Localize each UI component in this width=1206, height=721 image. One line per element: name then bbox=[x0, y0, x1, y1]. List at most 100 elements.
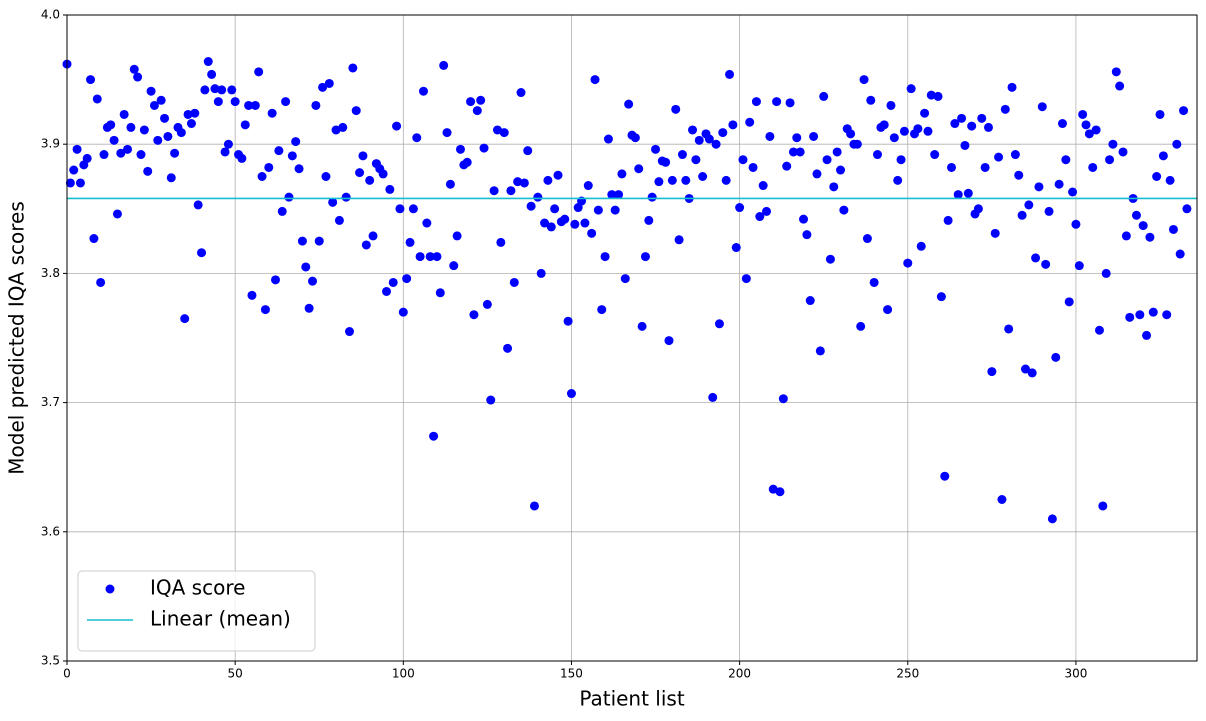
scatter-point bbox=[345, 327, 354, 337]
scatter-point bbox=[681, 175, 691, 185]
scatter-point bbox=[718, 128, 728, 138]
scatter-point bbox=[1064, 297, 1074, 307]
scatter-point bbox=[75, 178, 85, 188]
scatter-point bbox=[698, 172, 708, 181]
scatter-point bbox=[217, 85, 227, 95]
scatter-point bbox=[647, 192, 657, 202]
scatter-point bbox=[809, 131, 819, 141]
scatter-point bbox=[1094, 325, 1104, 335]
scatter-point bbox=[412, 133, 422, 143]
scatter-point bbox=[957, 113, 967, 123]
scatter-point bbox=[772, 97, 782, 107]
scatter-point bbox=[1041, 259, 1051, 269]
scatter-point bbox=[960, 140, 970, 150]
scatter-point bbox=[415, 252, 425, 262]
scatter-point bbox=[758, 181, 768, 191]
scatter-point bbox=[469, 310, 479, 320]
scatter-point bbox=[614, 190, 624, 200]
scatter-point bbox=[782, 161, 792, 171]
scatter-point bbox=[425, 252, 435, 262]
scatter-point bbox=[785, 98, 795, 108]
scatter-point bbox=[617, 169, 627, 179]
scatter-point bbox=[671, 104, 681, 114]
scatter-point bbox=[479, 143, 489, 153]
scatter-point bbox=[688, 125, 698, 135]
scatter-point bbox=[795, 147, 805, 157]
scatter-point bbox=[893, 175, 903, 185]
scatter-point bbox=[466, 97, 476, 107]
scatter-point bbox=[227, 85, 237, 95]
scatter-point bbox=[1007, 82, 1017, 92]
scatter-point bbox=[254, 67, 264, 77]
scatter-point bbox=[936, 292, 946, 302]
scatter-point bbox=[519, 178, 529, 188]
scatter-point bbox=[267, 108, 277, 118]
scatter-point bbox=[1165, 175, 1175, 185]
scatter-point bbox=[99, 150, 109, 160]
scatter-point bbox=[553, 170, 563, 180]
scatter-point bbox=[429, 431, 439, 441]
scatter-point bbox=[640, 252, 650, 262]
scatter-point bbox=[482, 299, 492, 309]
scatter-point bbox=[677, 150, 687, 160]
scatter-point bbox=[1155, 109, 1165, 119]
legend-label: IQA score bbox=[150, 576, 245, 600]
scatter-point bbox=[926, 90, 936, 100]
scatter-point bbox=[200, 85, 210, 95]
scatter-point bbox=[355, 168, 365, 178]
scatter-point bbox=[385, 184, 395, 194]
scatter-point bbox=[546, 222, 556, 232]
scatter-point bbox=[704, 134, 714, 144]
marks bbox=[62, 57, 1197, 524]
scatter-point bbox=[223, 139, 233, 149]
scatter-point bbox=[714, 319, 724, 329]
scatter-point bbox=[1131, 210, 1141, 220]
scatter-point bbox=[1121, 231, 1131, 241]
scatter-point bbox=[274, 146, 284, 156]
scatter-point bbox=[368, 231, 378, 241]
scatter-point bbox=[691, 155, 701, 165]
scatter-point bbox=[832, 147, 842, 157]
scatter-point bbox=[308, 276, 318, 286]
scatter-point bbox=[1101, 268, 1111, 278]
scatter-point bbox=[543, 175, 553, 185]
scatter-point bbox=[334, 215, 344, 225]
scatter-point bbox=[953, 190, 963, 200]
scatter-point bbox=[1105, 155, 1115, 165]
scatter-point bbox=[661, 157, 671, 167]
x-axis-label: Patient list bbox=[579, 687, 685, 711]
scatter-point bbox=[873, 150, 883, 160]
scatter-point bbox=[708, 392, 718, 402]
scatter-point bbox=[361, 240, 371, 250]
scatter-point bbox=[1162, 310, 1172, 320]
scatter-point bbox=[277, 206, 287, 216]
scatter-point bbox=[432, 252, 442, 262]
scatter-point bbox=[338, 122, 348, 132]
scatter-point bbox=[590, 75, 600, 85]
scatter-point bbox=[351, 106, 361, 116]
scatter-point bbox=[156, 95, 166, 105]
scatter-point bbox=[980, 162, 990, 172]
scatter-point bbox=[644, 215, 654, 225]
scatter-point bbox=[637, 321, 647, 331]
scatter-point bbox=[889, 133, 899, 143]
scatter-point bbox=[297, 236, 307, 246]
scatter-point bbox=[583, 181, 593, 191]
scatter-point bbox=[264, 162, 274, 172]
scatter-point bbox=[802, 230, 812, 240]
scatter-point bbox=[180, 314, 190, 324]
scatter-point bbox=[896, 155, 906, 165]
scatter-point bbox=[378, 169, 388, 179]
scatter-point bbox=[452, 231, 462, 241]
scatter-point bbox=[788, 147, 798, 157]
scatter-point bbox=[667, 175, 677, 185]
scatter-point bbox=[529, 501, 539, 511]
scatter-point bbox=[96, 277, 106, 287]
scatter-point bbox=[176, 128, 186, 138]
scatter-point bbox=[765, 131, 775, 141]
scatter-point bbox=[160, 113, 170, 123]
scatter-point bbox=[281, 97, 291, 107]
legend-label: Linear (mean) bbox=[150, 607, 291, 631]
x-tick-label: 0 bbox=[63, 667, 71, 681]
